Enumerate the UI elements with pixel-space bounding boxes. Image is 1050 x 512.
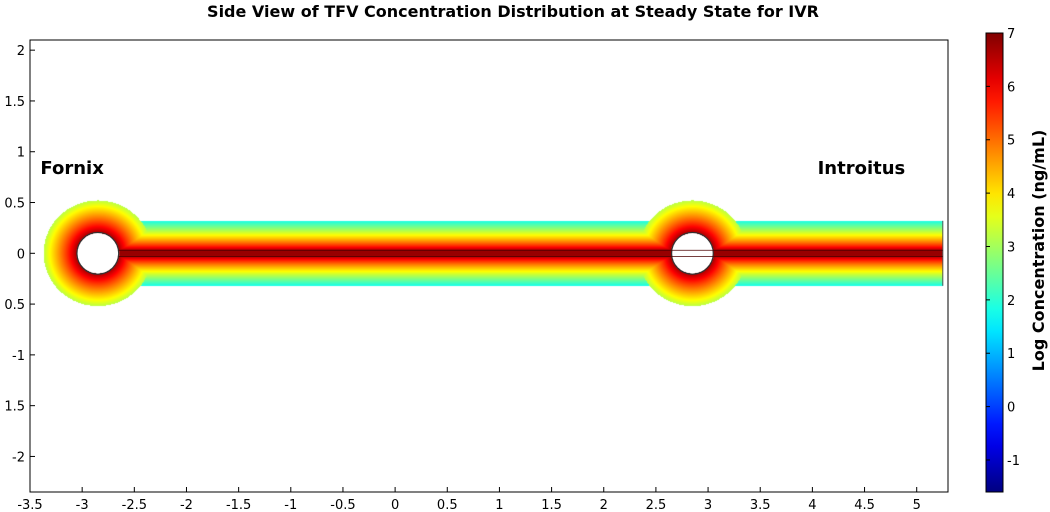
domain-outline bbox=[76, 220, 944, 286]
annotations: Fornix Introitus bbox=[40, 158, 905, 179]
y-tick-label: 1.5 bbox=[4, 95, 25, 110]
x-tick-label: -2 bbox=[180, 498, 193, 512]
x-tick-label: -3.5 bbox=[17, 498, 42, 512]
colorbar-tick-label: 2 bbox=[1007, 294, 1015, 309]
x-tick-label: 2 bbox=[600, 498, 608, 512]
x-tick-label: 4.5 bbox=[854, 498, 875, 512]
colorbar-tick-label: -1 bbox=[1007, 454, 1020, 469]
x-axis: -3.5 -3 -2.5 -2 -1.5 -1 -0.5 0 0.5 1 1.5 2 2.5 3 3.5 4 4… bbox=[17, 487, 921, 512]
colorbar-label: Log Concentration (ng/mL) bbox=[1029, 130, 1048, 372]
x-tick-label: 2.5 bbox=[646, 498, 667, 512]
y-tick-label: 1.5 bbox=[4, 400, 25, 415]
x-tick-label: 4 bbox=[808, 498, 816, 512]
x-tick-label: -3 bbox=[76, 498, 89, 512]
colorbar: -1 0 1 2 3 4 5 6 7 Log Concentration (ng/mL) bbox=[985, 27, 1048, 493]
x-tick-label: 3 bbox=[704, 498, 712, 512]
x-tick-label: 3.5 bbox=[750, 498, 771, 512]
colorbar-tick-label: 1 bbox=[1007, 347, 1015, 362]
colorbar-scale bbox=[985, 32, 1004, 493]
x-tick-label: -1 bbox=[284, 498, 297, 512]
y-tick-label: -1 bbox=[12, 349, 25, 364]
y-tick-label: 0 bbox=[17, 247, 25, 262]
x-tick-label: 0 bbox=[391, 498, 399, 512]
y-tick-label: 1 bbox=[17, 146, 25, 161]
annotation-label: Introitus bbox=[818, 158, 906, 179]
ring-inner-edge bbox=[670, 231, 714, 275]
x-tick-label: 1.5 bbox=[541, 498, 562, 512]
colorbar-tick-label: 6 bbox=[1007, 80, 1015, 95]
y-axis: 2 1.5 1 0.5 0 0.5 -1 1.5 -2 bbox=[4, 44, 35, 465]
y-tick-label: 0.5 bbox=[4, 298, 25, 313]
y-tick-label: 0.5 bbox=[4, 197, 25, 212]
colorbar-tick-label: 0 bbox=[1007, 401, 1015, 416]
x-tick-label: 1 bbox=[495, 498, 503, 512]
colorbar-tick-label: 3 bbox=[1007, 240, 1015, 255]
x-tick-label: 5 bbox=[913, 498, 921, 512]
colorbar-tick-label: 5 bbox=[1007, 134, 1015, 149]
chart-title: Side View of TFV Concentration Distribut… bbox=[207, 2, 819, 21]
y-tick-label: -2 bbox=[12, 450, 25, 465]
ring-inner-edge bbox=[76, 231, 120, 275]
colorbar-tick-label: 4 bbox=[1007, 187, 1015, 202]
x-tick-label: -0.5 bbox=[330, 498, 355, 512]
x-tick-label: 0.5 bbox=[437, 498, 458, 512]
x-tick-label: -2.5 bbox=[122, 498, 147, 512]
concentration-image bbox=[41, 190, 945, 317]
colorbar-tick-label: 7 bbox=[1007, 27, 1015, 42]
y-tick-label: 2 bbox=[17, 44, 25, 59]
concentration-field bbox=[41, 190, 945, 317]
x-tick-label: -1.5 bbox=[226, 498, 251, 512]
annotation-label: Fornix bbox=[40, 158, 104, 179]
